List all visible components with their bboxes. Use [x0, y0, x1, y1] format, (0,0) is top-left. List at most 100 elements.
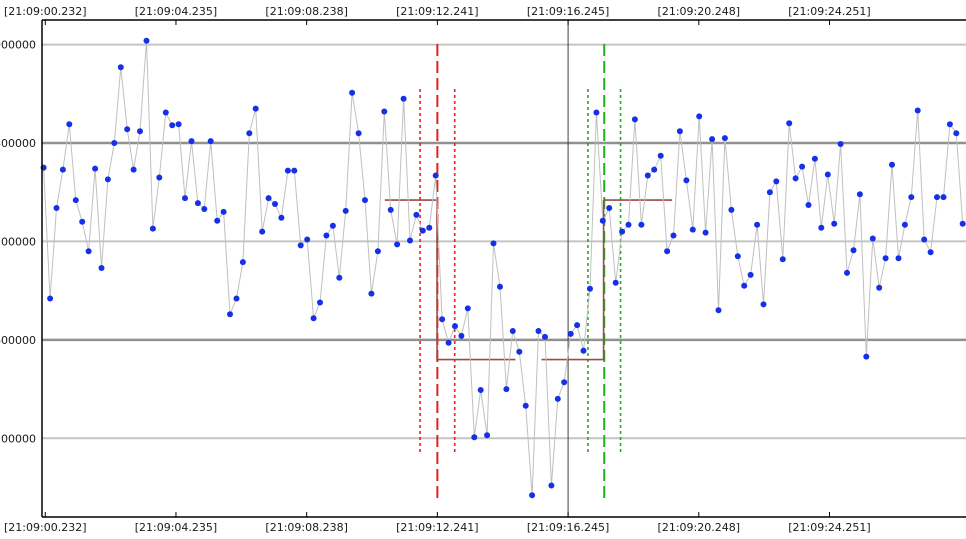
x-tick-label-top: [21:09:20.248] — [658, 5, 740, 18]
data-point — [889, 161, 895, 168]
data-point — [317, 299, 323, 306]
data-point — [374, 248, 381, 255]
data-point — [259, 228, 266, 235]
x-tick-label-top: [21:09:04.235] — [135, 5, 217, 18]
data-point — [66, 121, 73, 128]
data-point — [484, 432, 491, 439]
data-point — [124, 126, 131, 133]
series-layer — [40, 37, 966, 499]
data-point — [355, 130, 362, 137]
label-layer: 500000 600000 700000 800000 900000 [21:09:00.… — [0, 5, 871, 534]
x-tick-label-top: [21:09:16.245] — [527, 5, 609, 18]
data-point — [104, 176, 111, 183]
data-point — [676, 128, 683, 135]
x-tick-label-bottom: [21:09:00.232] — [4, 521, 86, 534]
data-point — [715, 307, 722, 314]
data-point — [201, 206, 208, 212]
data-point — [175, 121, 182, 128]
y-tick-label: 800000 — [0, 137, 36, 150]
data-point — [811, 155, 818, 162]
data-point — [747, 271, 754, 278]
data-point — [554, 395, 561, 402]
data-point — [98, 265, 105, 271]
data-point — [631, 116, 638, 123]
data-point — [439, 316, 446, 323]
data-point — [689, 226, 696, 233]
data-point — [79, 218, 86, 225]
data-point — [709, 136, 716, 143]
data-point — [169, 122, 176, 129]
grid-layer — [42, 43, 966, 440]
data-point — [117, 64, 124, 71]
data-point — [432, 172, 439, 179]
data-point — [252, 105, 259, 112]
data-point — [837, 141, 844, 147]
data-point — [908, 194, 915, 201]
data-point — [92, 165, 99, 172]
data-point — [619, 228, 626, 235]
data-point — [953, 130, 960, 137]
data-point — [574, 322, 581, 329]
data-point — [452, 323, 458, 330]
data-point — [850, 247, 857, 254]
data-point — [542, 333, 548, 340]
x-tick-label-bottom: [21:09:12.241] — [396, 521, 478, 534]
data-point — [644, 172, 651, 179]
data-point — [278, 214, 285, 221]
data-point — [567, 330, 574, 337]
data-point — [863, 353, 870, 360]
data-point — [529, 492, 536, 499]
data-point — [329, 222, 336, 229]
x-tick-label-bottom: [21:09:16.245] — [527, 521, 609, 534]
data-point — [844, 269, 850, 276]
x-tick-label-top: [21:09:08.238] — [265, 5, 347, 18]
data-point — [297, 242, 304, 249]
data-point — [265, 195, 272, 202]
data-point — [323, 232, 330, 239]
data-point — [413, 211, 420, 218]
data-point — [149, 225, 156, 232]
data-point — [696, 113, 703, 120]
data-point — [400, 95, 407, 102]
frame-layer — [41, 19, 966, 518]
data-point — [85, 248, 92, 255]
data-point — [599, 217, 606, 224]
data-point — [233, 295, 240, 302]
data-point — [831, 220, 838, 227]
data-point — [445, 339, 452, 346]
data-point — [734, 253, 741, 260]
data-point — [349, 89, 356, 96]
data-point — [516, 348, 523, 355]
data-point — [342, 207, 349, 214]
data-point — [683, 177, 690, 184]
y-tick-label: 600000 — [0, 334, 36, 347]
data-point — [407, 237, 413, 244]
data-point — [182, 195, 188, 202]
x-tick-label-top: [21:09:24.251] — [788, 5, 870, 18]
data-point — [310, 315, 317, 322]
data-point — [426, 224, 433, 231]
data-point — [754, 221, 761, 228]
data-point — [702, 229, 709, 236]
data-point — [509, 328, 516, 334]
data-point — [818, 224, 825, 231]
data-point — [137, 128, 143, 135]
data-point — [927, 249, 934, 256]
data-point — [805, 202, 812, 208]
data-point — [336, 274, 343, 281]
data-point — [760, 301, 767, 308]
data-point — [638, 221, 645, 228]
data-point — [612, 279, 619, 286]
data-point — [721, 135, 728, 142]
data-point — [914, 107, 921, 114]
data-point — [387, 206, 394, 213]
data-point — [156, 174, 163, 181]
series-line — [43, 40, 964, 496]
data-point — [194, 200, 201, 207]
data-point — [272, 201, 278, 207]
x-tick-label-bottom: [21:09:24.251] — [788, 521, 870, 534]
data-point — [246, 130, 253, 137]
data-point — [239, 259, 246, 266]
data-point — [143, 37, 150, 44]
